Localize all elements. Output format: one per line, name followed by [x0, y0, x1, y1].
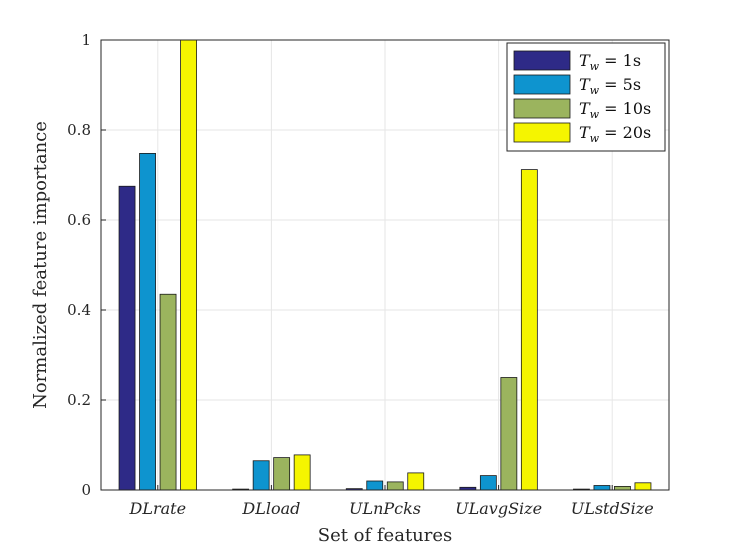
- bar-DLrate-series-1: [118, 185, 136, 491]
- bar-DLload-series-4: [293, 454, 311, 491]
- bar-ULstdSize-series-4: [634, 482, 652, 491]
- y-tick-label: 0.4: [67, 301, 91, 319]
- legend-swatch: [513, 74, 571, 95]
- legend-label: Tw = 10s: [579, 99, 651, 121]
- x-axis-ticks: DLrate DLload ULnPcks ULavgSize ULstdSize: [129, 485, 654, 518]
- bar-DLrate-series-3: [159, 293, 177, 491]
- x-tick-label: DLrate: [129, 499, 187, 518]
- legend-swatch: [513, 98, 571, 119]
- y-tick-label: 0.2: [67, 391, 91, 409]
- bar-ULavgSize-series-4: [520, 169, 538, 491]
- y-tick-label: 0.8: [67, 121, 91, 139]
- x-tick-label: DLload: [241, 499, 300, 518]
- legend-swatch: [513, 50, 571, 71]
- x-tick-label: ULavgSize: [455, 499, 542, 518]
- bar-ULavgSize-series-3: [500, 377, 518, 491]
- legend-label: Tw = 5s: [579, 75, 641, 97]
- bar-ULnPcks-series-2: [366, 480, 384, 491]
- bar-DLrate-series-2: [139, 152, 156, 491]
- x-tick-label: ULnPcks: [349, 499, 421, 518]
- y-tick-label: 1: [81, 31, 91, 49]
- x-axis-title: Set of features: [318, 525, 453, 546]
- bar-DLrate-series-4: [180, 39, 197, 491]
- bar-DLload-series-2: [252, 460, 270, 491]
- bar-ULnPcks-series-4: [407, 472, 425, 491]
- y-tick-label: 0.6: [67, 211, 91, 229]
- legend-swatch: [513, 122, 571, 143]
- bar-ULnPcks-series-3: [386, 481, 404, 491]
- bar-DLload-series-3: [273, 457, 291, 491]
- legend-label: Tw = 20s: [579, 123, 651, 145]
- x-tick-label: ULstdSize: [571, 499, 654, 518]
- y-tick-label: 0: [81, 481, 91, 499]
- bar-ULstdSize-series-3: [614, 485, 631, 491]
- bar-ULstdSize-series-2: [593, 485, 611, 491]
- bar-ULavgSize-series-2: [479, 475, 497, 491]
- legend-label: Tw = 1s: [579, 51, 641, 73]
- y-axis-ticks: 0 0.2 0.4 0.6 0.8 1: [67, 31, 106, 499]
- y-axis-title: Normalized feature importance: [30, 121, 51, 409]
